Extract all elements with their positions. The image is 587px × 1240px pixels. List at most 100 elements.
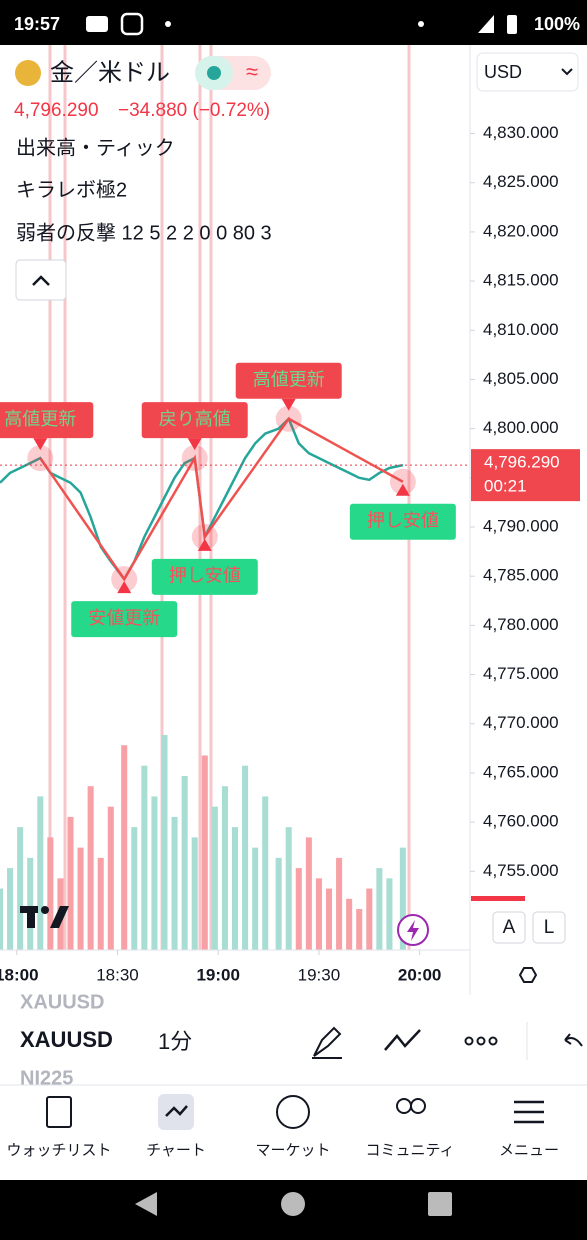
- recents-button[interactable]: [428, 1192, 452, 1216]
- volume-bar: [37, 796, 44, 950]
- indicator-icon[interactable]: [384, 1029, 421, 1051]
- indicator[interactable]: 弱者の反撃 12 5 2 2 0 0 80 3: [16, 221, 272, 244]
- volume-bar: [107, 806, 114, 950]
- logo-part: [27, 906, 35, 928]
- volume-bar: [346, 898, 353, 950]
- y-tick-label: 4,825.000: [483, 172, 559, 191]
- volume-bar: [201, 755, 208, 950]
- next-symbol[interactable]: NI225: [20, 1067, 73, 1089]
- volume-bar: [161, 735, 168, 950]
- volume-bar: [325, 888, 333, 950]
- pivot-triangle: [197, 538, 212, 551]
- indicator[interactable]: キラレボ極2: [16, 178, 127, 201]
- countdown: 00:21: [484, 477, 527, 496]
- pivot-halo: [181, 445, 208, 472]
- y-tick-label: 4,780.000: [483, 615, 559, 634]
- undo-icon[interactable]: [564, 1033, 583, 1047]
- battery: 100%: [534, 14, 580, 34]
- y-tick-label: 4,760.000: [483, 812, 559, 831]
- pivot-triangle: [281, 398, 296, 411]
- axis-marker: [471, 896, 525, 901]
- volume-bar: [171, 816, 178, 950]
- settings-icon[interactable]: [518, 967, 538, 983]
- bottom-nav: [0, 1086, 587, 1180]
- pivot-halo: [191, 523, 218, 550]
- pivot-halo: [389, 468, 416, 495]
- volume-bar: [231, 827, 239, 950]
- alert-lines: [48, 45, 411, 950]
- annotation-label: 高値更新: [4, 409, 76, 429]
- interval[interactable]: 1分: [158, 1029, 192, 1054]
- indicator[interactable]: 出来高・ティック: [16, 136, 175, 159]
- draw-icon[interactable]: [312, 1026, 342, 1059]
- volume-bar: [77, 847, 84, 950]
- volume-bar: [366, 888, 373, 950]
- x-tick-label: 19:00: [196, 965, 239, 984]
- pivot-halo: [111, 566, 138, 593]
- annotation-label: 押し安値: [367, 511, 439, 531]
- high-label-box: [0, 402, 94, 439]
- signal-icon: [478, 15, 494, 33]
- y-tick-label: 4,770.000: [483, 713, 559, 732]
- y-tick-label: 4,755.000: [483, 861, 559, 880]
- y-tick-label: 4,790.000: [483, 516, 559, 535]
- volume-bar: [399, 847, 406, 950]
- app-icon: [86, 16, 108, 32]
- volume-bar: [67, 816, 74, 950]
- scale-button-label: A: [503, 917, 516, 938]
- y-tick-label: 4,785.000: [483, 566, 559, 585]
- currency: USD: [484, 62, 522, 82]
- high-label-box: [235, 362, 342, 399]
- home-button[interactable]: [281, 1192, 305, 1216]
- app-icon: [120, 12, 144, 36]
- auto-scale-button[interactable]: [492, 911, 526, 944]
- volume-bar: [121, 745, 128, 950]
- back-button[interactable]: [135, 1192, 157, 1216]
- y-tick-label: 4,815.000: [483, 271, 559, 290]
- dot-icon: [165, 21, 171, 27]
- prev-symbol[interactable]: XAUUSD: [20, 991, 104, 1013]
- toolbar-symbol[interactable]: XAUUSD: [20, 1027, 113, 1052]
- y-tick-label: 4,765.000: [483, 762, 559, 781]
- y-tick-label: 4,820.000: [483, 221, 559, 240]
- watchlist-icon[interactable]: [46, 1096, 72, 1128]
- nav-label[interactable]: コミュニティ: [365, 1142, 454, 1159]
- annotation-label: 押し安値: [169, 566, 241, 586]
- nav-label[interactable]: メニュー: [499, 1142, 559, 1159]
- collapse-button[interactable]: [15, 259, 67, 301]
- chevron-down: [561, 68, 573, 76]
- menu-icon[interactable]: [514, 1100, 544, 1124]
- status-time: 19:57: [14, 14, 60, 34]
- pivot-triangle: [187, 438, 202, 451]
- more-dot: [476, 1036, 486, 1046]
- low-label-box: [71, 601, 178, 638]
- volume-bar: [97, 857, 104, 950]
- volume-bar: [242, 765, 249, 950]
- chart-icon[interactable]: [158, 1094, 194, 1130]
- nav-label[interactable]: ウォッチリスト: [6, 1142, 111, 1159]
- volume-bar: [141, 765, 148, 950]
- last-price-box: [471, 449, 580, 502]
- market-icon[interactable]: [276, 1095, 310, 1129]
- nav-label[interactable]: マーケット: [255, 1142, 330, 1159]
- low-label-box: [151, 558, 258, 595]
- x-tick-label: 19:30: [298, 965, 341, 984]
- dot-icon: [418, 21, 424, 27]
- lightning-icon: [407, 920, 419, 941]
- nav-label[interactable]: チャート: [146, 1142, 206, 1159]
- y-tick-label: 4,800.000: [483, 418, 559, 437]
- community-icon: [410, 1098, 426, 1114]
- high-label-box: [141, 402, 248, 439]
- currency-select[interactable]: [476, 52, 579, 92]
- x-tick-label: 20:00: [398, 965, 441, 984]
- symbol-name[interactable]: 金／米ドル: [50, 59, 170, 86]
- chart-background: [0, 45, 587, 995]
- volume-bar: [275, 857, 282, 950]
- volume-bar: [221, 786, 228, 950]
- log-scale-button[interactable]: [532, 911, 566, 944]
- more-icon[interactable]: [464, 1036, 498, 1046]
- logo-part: [41, 906, 49, 914]
